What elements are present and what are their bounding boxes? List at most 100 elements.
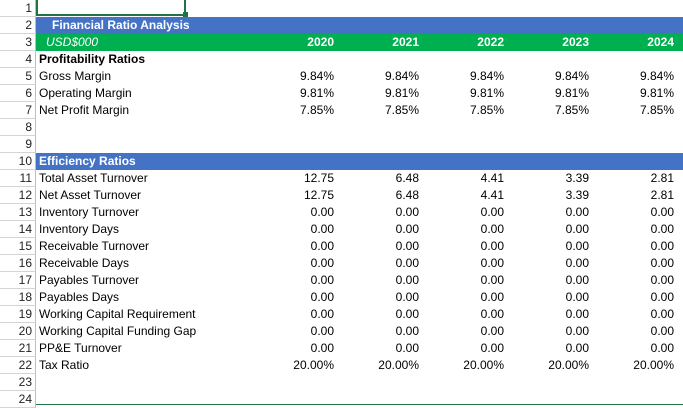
ratio-value: 0.00 xyxy=(480,324,504,338)
row-header-13[interactable]: 13 xyxy=(0,204,36,221)
row-header-1[interactable]: 1 xyxy=(0,0,36,17)
table-row[interactable]: Tax Ratio 20.00% 20.00% 20.00% 20.00% 20… xyxy=(36,357,683,374)
ratio-value: 20.00% xyxy=(293,358,334,372)
sheet-row-3: 3 USD$000 2020 2021 2022 2023 2024 xyxy=(0,34,683,51)
active-cell[interactable] xyxy=(36,0,186,16)
table-row[interactable]: Payables Days 0.00 0.00 0.00 0.00 0.00 xyxy=(36,289,683,306)
sheet-row-12: 12 Net Asset Turnover 12.75 6.48 4.41 3.… xyxy=(0,187,683,204)
table-row[interactable]: Working Capital Requirement 0.00 0.00 0.… xyxy=(36,306,683,323)
row-header-5[interactable]: 5 xyxy=(0,68,36,85)
row-header-11[interactable]: 11 xyxy=(0,170,36,187)
ratio-value: 2.81 xyxy=(650,171,674,185)
ratio-value: 3.39 xyxy=(565,188,589,202)
sheet-row-8: 8 xyxy=(0,119,683,136)
row-header-2[interactable]: 2 xyxy=(0,17,36,34)
sheet-row-11: 11 Total Asset Turnover 12.75 6.48 4.41 … xyxy=(0,170,683,187)
sheet-row-18: 18 Payables Days 0.00 0.00 0.00 0.00 0.0… xyxy=(0,289,683,306)
ratio-value: 9.81% xyxy=(639,86,674,100)
sheet-row-15: 15 Receivable Turnover 0.00 0.00 0.00 0.… xyxy=(0,238,683,255)
ratio-value: 0.00 xyxy=(310,239,334,253)
ratio-value: 12.75 xyxy=(303,171,334,185)
ratio-label: Tax Ratio xyxy=(39,358,90,372)
title-cell-range[interactable]: Financial Ratio Analysis xyxy=(36,17,683,34)
row-header-15[interactable]: 15 xyxy=(0,238,36,255)
ratio-value: 9.84% xyxy=(554,69,589,83)
year-header-range[interactable]: USD$000 2020 2021 2022 2023 2024 xyxy=(36,34,683,51)
row-header-17[interactable]: 17 xyxy=(0,272,36,289)
table-row[interactable]: Inventory Days 0.00 0.00 0.00 0.00 0.00 xyxy=(36,221,683,238)
row-header-10[interactable]: 10 xyxy=(0,153,36,170)
sheet-bottom-border xyxy=(36,404,683,405)
table-row[interactable]: Working Capital Funding Gap 0.00 0.00 0.… xyxy=(36,323,683,340)
ratio-value: 0.00 xyxy=(395,341,419,355)
row-header-7[interactable]: 7 xyxy=(0,102,36,119)
table-row[interactable]: Operating Margin 9.81% 9.81% 9.81% 9.81%… xyxy=(36,85,683,102)
ratio-value: 0.00 xyxy=(565,205,589,219)
sheet-title: Financial Ratio Analysis xyxy=(52,18,190,32)
ratio-value: 0.00 xyxy=(395,273,419,287)
sheet-row-19: 19 Working Capital Requirement 0.00 0.00… xyxy=(0,306,683,323)
currency-label: USD$000 xyxy=(46,35,99,49)
row-header-21[interactable]: 21 xyxy=(0,340,36,357)
ratio-value: 0.00 xyxy=(480,341,504,355)
row-header-12[interactable]: 12 xyxy=(0,187,36,204)
ratio-value: 0.00 xyxy=(650,273,674,287)
ratio-label: Inventory Turnover xyxy=(39,205,140,219)
row-header-6[interactable]: 6 xyxy=(0,85,36,102)
row-header-4[interactable]: 4 xyxy=(0,51,36,68)
ratio-value: 0.00 xyxy=(480,256,504,270)
ratio-value: 9.84% xyxy=(469,69,504,83)
row-header-20[interactable]: 20 xyxy=(0,323,36,340)
sheet-row-23: 23 xyxy=(0,374,683,391)
row-header-9[interactable]: 9 xyxy=(0,136,36,153)
ratio-value: 0.00 xyxy=(480,239,504,253)
ratio-value: 6.48 xyxy=(395,171,419,185)
ratio-value: 0.00 xyxy=(480,290,504,304)
ratio-value: 0.00 xyxy=(565,256,589,270)
ratio-value: 0.00 xyxy=(565,307,589,321)
row-header-16[interactable]: 16 xyxy=(0,255,36,272)
sheet-row-14: 14 Inventory Days 0.00 0.00 0.00 0.00 0.… xyxy=(0,221,683,238)
ratio-value: 4.41 xyxy=(480,188,504,202)
table-row[interactable]: Gross Margin 9.84% 9.84% 9.84% 9.84% 9.8… xyxy=(36,68,683,85)
row-header-3[interactable]: 3 xyxy=(0,34,36,51)
row-header-19[interactable]: 19 xyxy=(0,306,36,323)
sheet-row-24: 24 xyxy=(0,391,683,408)
row-header-22[interactable]: 22 xyxy=(0,357,36,374)
table-row[interactable]: Net Asset Turnover 12.75 6.48 4.41 3.39 … xyxy=(36,187,683,204)
table-row[interactable]: Receivable Days 0.00 0.00 0.00 0.00 0.00 xyxy=(36,255,683,272)
year-header: 2024 xyxy=(647,35,674,49)
table-row[interactable]: PP&E Turnover 0.00 0.00 0.00 0.00 0.00 xyxy=(36,340,683,357)
row-header-8[interactable]: 8 xyxy=(0,119,36,136)
sheet-row-10: 10 Efficiency Ratios xyxy=(0,153,683,170)
table-row[interactable]: Inventory Turnover 0.00 0.00 0.00 0.00 0… xyxy=(36,204,683,221)
table-row[interactable]: Net Profit Margin 7.85% 7.85% 7.85% 7.85… xyxy=(36,102,683,119)
ratio-value: 0.00 xyxy=(650,307,674,321)
table-row[interactable]: Payables Turnover 0.00 0.00 0.00 0.00 0.… xyxy=(36,272,683,289)
ratio-value: 0.00 xyxy=(310,324,334,338)
section-cell[interactable]: Efficiency Ratios xyxy=(36,153,683,170)
ratio-value: 0.00 xyxy=(565,341,589,355)
ratio-label: Payables Turnover xyxy=(39,273,140,287)
ratio-value: 7.85% xyxy=(554,103,589,117)
row-header-14[interactable]: 14 xyxy=(0,221,36,238)
section-cell[interactable]: Profitability Ratios xyxy=(36,51,683,68)
table-row[interactable]: Total Asset Turnover 12.75 6.48 4.41 3.3… xyxy=(36,170,683,187)
ratio-value: 0.00 xyxy=(650,222,674,236)
ratio-value: 0.00 xyxy=(565,222,589,236)
row-header-24[interactable]: 24 xyxy=(0,391,36,408)
ratio-value: 9.84% xyxy=(639,69,674,83)
year-header: 2020 xyxy=(307,35,334,49)
ratio-value: 0.00 xyxy=(395,324,419,338)
section-title-efficiency: Efficiency Ratios xyxy=(39,154,136,168)
ratio-label: Net Profit Margin xyxy=(39,103,130,117)
table-row[interactable]: Receivable Turnover 0.00 0.00 0.00 0.00 … xyxy=(36,238,683,255)
row-header-18[interactable]: 18 xyxy=(0,289,36,306)
ratio-value: 7.85% xyxy=(299,103,334,117)
row-header-23[interactable]: 23 xyxy=(0,374,36,391)
sheet-row-22: 22 Tax Ratio 20.00% 20.00% 20.00% 20.00%… xyxy=(0,357,683,374)
section-title-profitability: Profitability Ratios xyxy=(39,52,146,66)
fill-handle[interactable] xyxy=(183,12,188,17)
ratio-value: 0.00 xyxy=(310,205,334,219)
